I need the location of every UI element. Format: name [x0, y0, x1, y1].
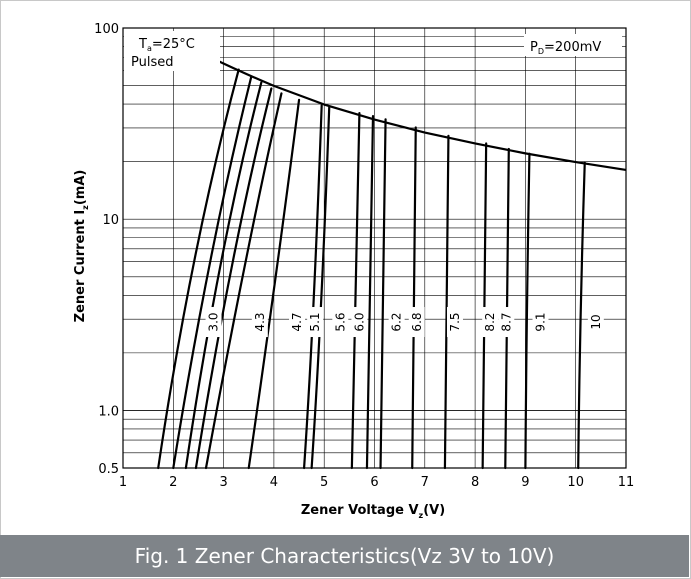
figure-caption: Fig. 1 Zener Characteristics(Vz 3V to 10… — [0, 535, 689, 577]
curve-label-group: 4.7 — [289, 307, 306, 338]
curve-label-bg — [408, 307, 425, 338]
zener-curve-6.2 — [379, 118, 387, 470]
curve-label-8.7: 8.7 — [499, 312, 513, 331]
zener-curve-vz-2.25 — [184, 81, 263, 470]
y-tick-label: 1.0 — [98, 404, 119, 419]
x-tick-label: 5 — [320, 475, 328, 490]
y-tick-label: 10 — [102, 213, 119, 228]
curve-label-group: 5.1 — [307, 307, 324, 338]
x-tick-label: 4 — [270, 475, 278, 490]
x-tick-label: 11 — [618, 475, 635, 490]
curve-label-5.6: 5.6 — [333, 312, 347, 331]
curve-label-bg — [388, 307, 405, 338]
zener-curve-4.7 — [302, 104, 323, 470]
curve-label-group: 8.7 — [498, 307, 515, 338]
x-tick-label: 3 — [219, 475, 227, 490]
curve-label-group: 4.3 — [251, 307, 268, 338]
curve-label-4.7: 4.7 — [290, 312, 304, 331]
grid — [122, 27, 627, 469]
x-tick-label: 6 — [370, 475, 378, 490]
curve-label-8.2: 8.2 — [483, 312, 497, 331]
tick-labels: 1 2 3 4 5 6 7 8 9 10 11 0.5 1.0 10 100 — [94, 22, 634, 490]
power-limit-curve-lead — [210, 56, 275, 87]
curve-label-3.0: 3.0 — [207, 312, 221, 331]
zener-curve-vz-2.45 — [194, 87, 273, 470]
zener-curve-vz-2.65 — [204, 92, 283, 470]
zener-curve-6.8 — [411, 126, 417, 470]
curves — [157, 56, 627, 470]
power-box: PD=200mV — [524, 34, 622, 56]
curve-label-bg — [482, 307, 499, 338]
curve-label-bg — [205, 307, 222, 338]
curve-label-bg — [446, 307, 463, 338]
curve-label-group: 7.5 — [446, 307, 463, 338]
plot-border — [122, 27, 627, 469]
curve-label-group: 3.0 — [205, 307, 222, 338]
power-box-bg — [524, 34, 622, 56]
x-tick-label: 1 — [119, 475, 127, 490]
curve-label-bg — [532, 307, 549, 338]
curve-label-group: 9.1 — [532, 307, 549, 338]
curve-label-6.0: 6.0 — [352, 312, 366, 331]
curve-label-5.1: 5.1 — [308, 312, 322, 331]
curve-label-group: 6.8 — [408, 307, 425, 338]
curve-label-7.5: 7.5 — [448, 312, 462, 331]
x-tick-label: 9 — [521, 475, 529, 490]
zener-curve-5.6 — [350, 111, 361, 470]
y-tick-label: 100 — [94, 22, 119, 37]
pulsed-annotation: Pulsed — [131, 55, 174, 70]
curve-label-bg — [307, 307, 324, 338]
zener-curve-vz-2 — [172, 75, 253, 470]
curve-label-group: 8.2 — [482, 307, 499, 338]
conditions-box-bg — [124, 31, 220, 71]
zener-curve-6.0 — [365, 115, 375, 470]
curve-label-10: 10 — [589, 314, 603, 329]
zener-curve-10 — [577, 161, 586, 470]
power-limit-curve — [273, 84, 627, 172]
x-tick-label: 2 — [169, 475, 177, 490]
zener-curve-4.3 — [247, 98, 301, 470]
curve-label-group: 10 — [587, 311, 604, 334]
curve-labels: 3.0 4.3 4.7 5.1 5.6 6.0 6.2 6.8 7.5 8.2 8.7 9.1 10 — [205, 307, 604, 338]
zener-curve-3.0 — [157, 68, 240, 470]
curve-label-6.2: 6.2 — [390, 312, 404, 331]
curve-label-group: 6.0 — [351, 307, 368, 338]
conditions-box: Ta=25°C Pulsed — [124, 31, 220, 71]
x-tick-label: 7 — [421, 475, 429, 490]
curve-label-group: 5.6 — [332, 307, 349, 338]
x-axis-title: Zener Voltage Vz(V) — [301, 503, 445, 520]
curve-label-group: 6.2 — [388, 307, 405, 338]
curve-label-6.8: 6.8 — [410, 312, 424, 331]
curve-label-bg — [498, 307, 515, 338]
curve-label-bg — [587, 311, 604, 334]
curve-label-bg — [289, 307, 306, 338]
power-annotation: PD=200mV — [530, 40, 601, 56]
zener-curve-7.5 — [443, 134, 450, 470]
curve-label-9.1: 9.1 — [533, 312, 547, 331]
zener-curve-9.1 — [524, 152, 531, 470]
x-tick-label: 10 — [567, 475, 584, 490]
x-tick-label: 8 — [471, 475, 479, 490]
curve-label-bg — [332, 307, 349, 338]
curve-label-bg — [251, 307, 268, 338]
zener-curve-5.1 — [310, 106, 331, 470]
y-axis-title: Zener Current Iz(mA) — [73, 170, 90, 323]
curve-label-bg — [351, 307, 368, 338]
temp-annotation: Ta=25°C — [138, 37, 195, 53]
curve-label-4.3: 4.3 — [253, 312, 267, 331]
y-tick-label: 0.5 — [98, 462, 119, 477]
